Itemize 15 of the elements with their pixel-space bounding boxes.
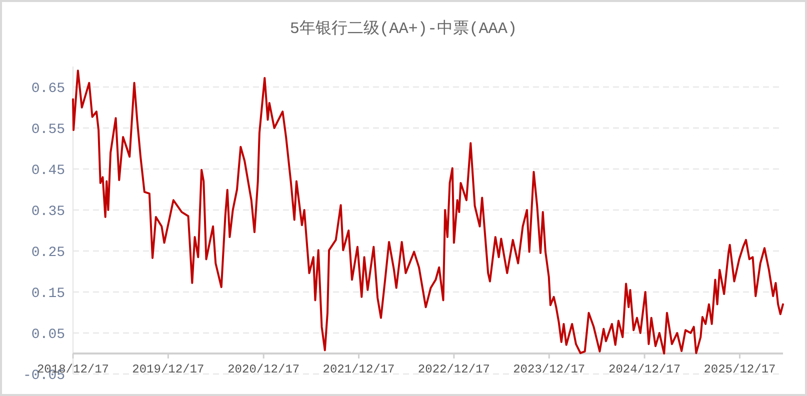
ytick: 0.55 [31, 122, 65, 138]
xtick: 2021/12/17 [322, 362, 395, 376]
ytick: 0.15 [31, 286, 65, 302]
ytick: 0.35 [31, 204, 65, 220]
title: 5年银行二级(AA+)-中票(AAA) [290, 20, 518, 38]
xtick: 2024/12/17 [608, 362, 681, 376]
ytick: 0.65 [31, 81, 65, 97]
ytick: 0.25 [31, 245, 65, 261]
xtick: 2022/12/17 [418, 362, 490, 376]
ytick: 0.45 [31, 163, 65, 179]
xtick: 2019/12/17 [132, 362, 204, 376]
ytick: 0.05 [31, 327, 65, 343]
xtick: 2025/12/17 [704, 362, 776, 376]
xtick: 2020/12/17 [228, 362, 300, 376]
xtick: 2023/12/17 [513, 362, 586, 376]
